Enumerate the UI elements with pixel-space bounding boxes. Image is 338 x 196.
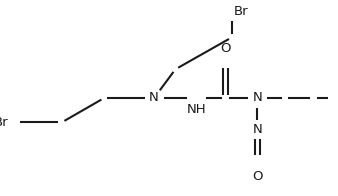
Text: N: N	[252, 92, 262, 104]
Text: Br: Br	[234, 5, 248, 18]
Text: O: O	[252, 170, 263, 183]
Text: NH: NH	[187, 103, 207, 116]
Text: N: N	[149, 92, 159, 104]
Text: O: O	[220, 43, 231, 55]
Text: Br: Br	[0, 116, 8, 129]
Text: N: N	[252, 123, 262, 136]
